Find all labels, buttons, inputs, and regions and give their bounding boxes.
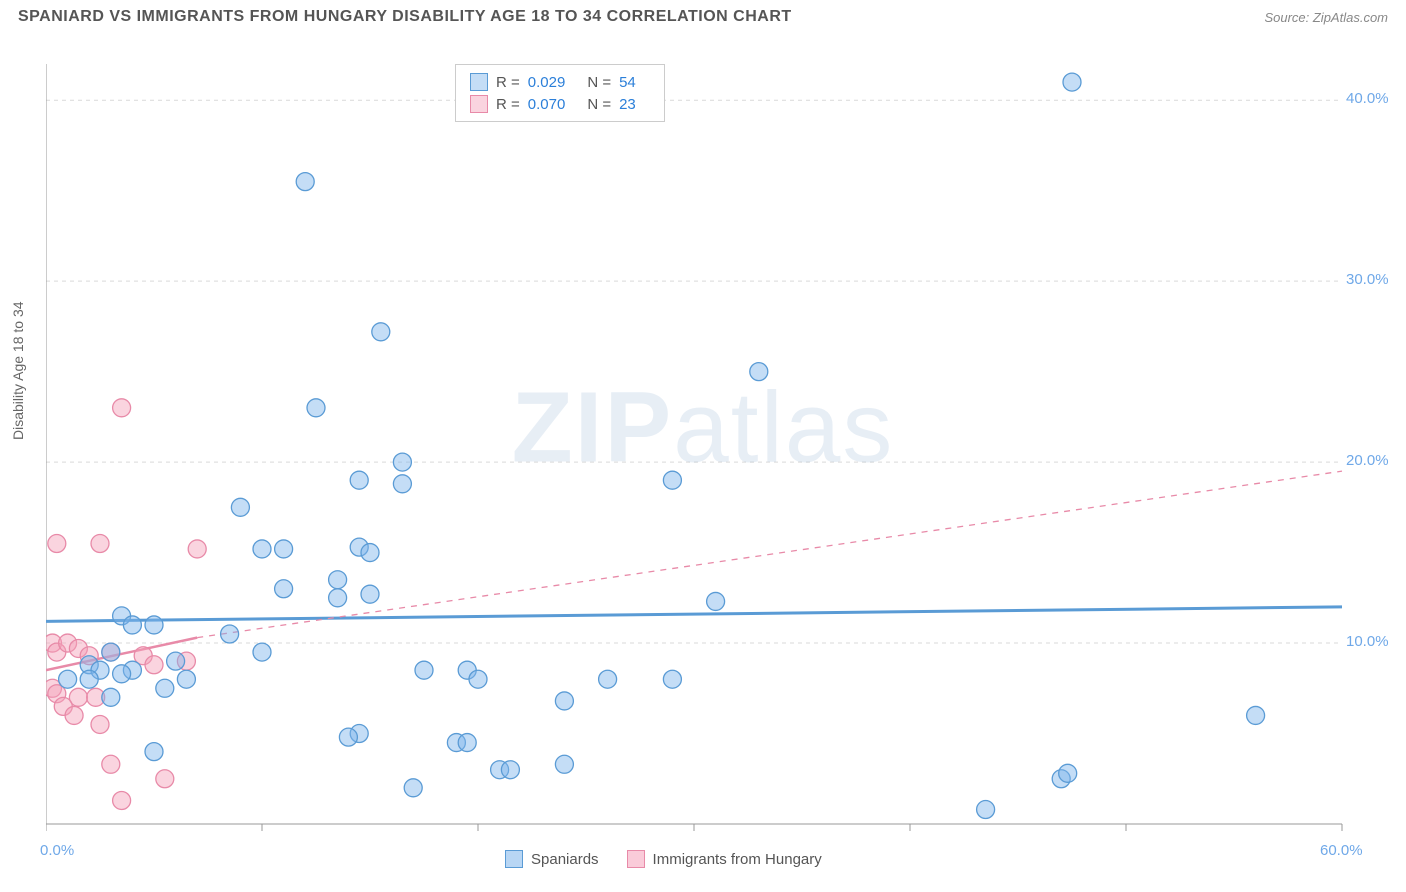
axis-tick-label: 10.0%: [1346, 633, 1389, 650]
legend-row: R = 0.070 N = 23: [470, 93, 650, 115]
data-point: [393, 475, 411, 493]
data-point: [253, 540, 271, 558]
data-point: [253, 643, 271, 661]
legend-swatch: [470, 95, 488, 113]
data-point: [156, 770, 174, 788]
data-point: [188, 540, 206, 558]
data-point: [469, 670, 487, 688]
data-point: [1247, 706, 1265, 724]
n-label: N =: [587, 74, 611, 91]
series-legend: Spaniards Immigrants from Hungary: [505, 850, 822, 868]
source-attribution: Source: ZipAtlas.com: [1264, 10, 1388, 25]
data-point: [177, 670, 195, 688]
data-point: [145, 743, 163, 761]
data-point: [663, 670, 681, 688]
data-point: [339, 728, 357, 746]
r-value: 0.070: [528, 96, 566, 113]
data-point: [231, 498, 249, 516]
data-point: [65, 706, 83, 724]
n-value: 54: [619, 74, 636, 91]
data-point: [145, 656, 163, 674]
legend-swatch: [627, 850, 645, 868]
legend-swatch: [470, 73, 488, 91]
r-label: R =: [496, 74, 520, 91]
data-point: [350, 471, 368, 489]
n-value: 23: [619, 96, 636, 113]
axis-tick-label: 60.0%: [1320, 842, 1363, 859]
legend-label: Immigrants from Hungary: [653, 851, 822, 868]
data-point: [59, 670, 77, 688]
axis-tick-label: 20.0%: [1346, 452, 1389, 469]
y-axis-label: Disability Age 18 to 34: [10, 301, 26, 440]
legend-row: R = 0.029 N = 54: [470, 71, 650, 93]
data-point: [123, 616, 141, 634]
data-point: [393, 453, 411, 471]
data-point: [977, 801, 995, 819]
data-point: [80, 670, 98, 688]
data-point: [750, 363, 768, 381]
legend-entry: Immigrants from Hungary: [627, 850, 822, 868]
data-point: [145, 616, 163, 634]
data-point: [1059, 764, 1077, 782]
data-point: [361, 544, 379, 562]
data-point: [91, 535, 109, 553]
data-point: [91, 715, 109, 733]
data-point: [275, 580, 293, 598]
r-value: 0.029: [528, 74, 566, 91]
legend-entry: Spaniards: [505, 850, 599, 868]
scatter-plot: [46, 64, 1386, 834]
data-point: [404, 779, 422, 797]
data-point: [361, 585, 379, 603]
axis-tick-label: 0.0%: [40, 842, 74, 859]
data-point: [663, 471, 681, 489]
data-point: [102, 643, 120, 661]
data-point: [275, 540, 293, 558]
axis-tick-label: 30.0%: [1346, 271, 1389, 288]
data-point: [102, 755, 120, 773]
axis-tick-label: 40.0%: [1346, 90, 1389, 107]
legend-swatch: [505, 850, 523, 868]
data-point: [167, 652, 185, 670]
chart-title: SPANIARD VS IMMIGRANTS FROM HUNGARY DISA…: [18, 8, 792, 26]
data-point: [113, 791, 131, 809]
data-point: [113, 665, 131, 683]
legend-label: Spaniards: [531, 851, 599, 868]
r-label: R =: [496, 96, 520, 113]
correlation-legend: R = 0.029 N = 54 R = 0.070 N = 23: [455, 64, 665, 122]
data-point: [221, 625, 239, 643]
data-point: [102, 688, 120, 706]
data-point: [113, 399, 131, 417]
data-point: [1063, 73, 1081, 91]
data-point: [599, 670, 617, 688]
data-point: [415, 661, 433, 679]
data-point: [296, 173, 314, 191]
data-point: [707, 592, 725, 610]
data-point: [501, 761, 519, 779]
data-point: [156, 679, 174, 697]
data-point: [372, 323, 390, 341]
data-point: [458, 734, 476, 752]
data-point: [48, 535, 66, 553]
data-point: [329, 571, 347, 589]
n-label: N =: [587, 96, 611, 113]
data-point: [555, 692, 573, 710]
data-point: [555, 755, 573, 773]
data-point: [329, 589, 347, 607]
data-point: [307, 399, 325, 417]
